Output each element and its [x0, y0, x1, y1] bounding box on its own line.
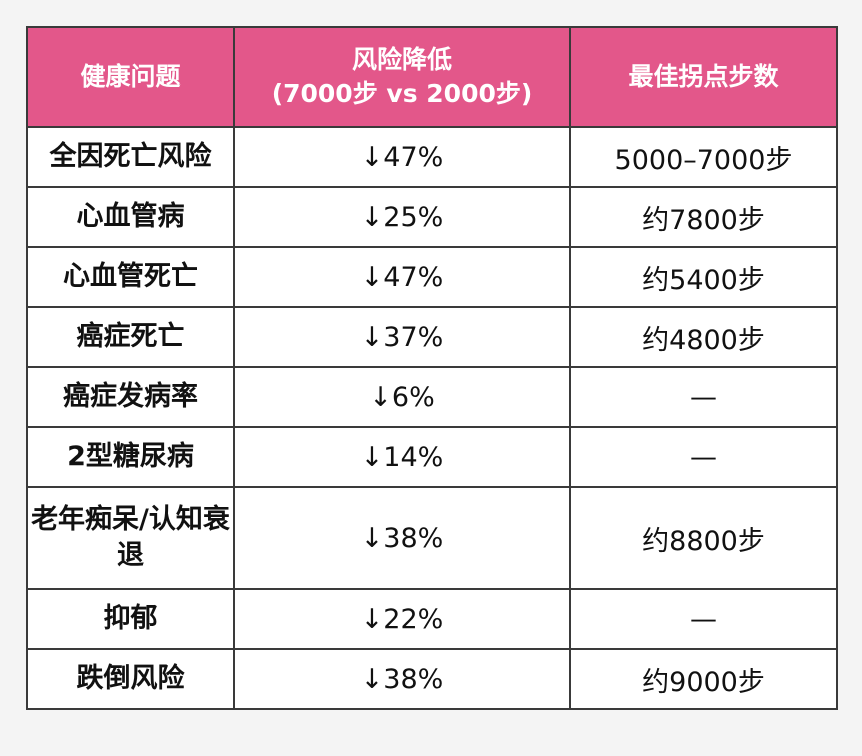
- cell-steps: 约7800步: [569, 186, 838, 248]
- header-row: 健康问题 风险降低 (7000步 vs 2000步) 最佳拐点步数: [26, 26, 838, 128]
- cell-issue: 跌倒风险: [26, 648, 235, 710]
- cell-issue: 全因死亡风险: [26, 126, 235, 188]
- cell-issue: 2型糖尿病: [26, 426, 235, 488]
- cell-steps: 约9000步: [569, 648, 838, 710]
- table-row: 癌症死亡 ↓37% 约4800步: [26, 306, 838, 368]
- header-health-issue: 健康问题: [26, 26, 235, 128]
- cell-steps: 约8800步: [569, 486, 838, 590]
- header-risk-line2: (7000步 vs 2000步): [271, 79, 533, 108]
- cell-risk: ↓14%: [233, 426, 571, 488]
- cell-risk: ↓47%: [233, 246, 571, 308]
- cell-risk: ↓47%: [233, 126, 571, 188]
- cell-steps: 5000–7000步: [569, 126, 838, 188]
- cell-risk: ↓6%: [233, 366, 571, 428]
- cell-risk: ↓22%: [233, 588, 571, 650]
- cell-issue: 抑郁: [26, 588, 235, 650]
- cell-issue: 癌症死亡: [26, 306, 235, 368]
- cell-issue: 心血管病: [26, 186, 235, 248]
- cell-risk: ↓25%: [233, 186, 571, 248]
- table-row: 2型糖尿病 ↓14% —: [26, 426, 838, 488]
- table-row: 癌症发病率 ↓6% —: [26, 366, 838, 428]
- table-row: 老年痴呆/认知衰退 ↓38% 约8800步: [26, 486, 838, 590]
- table-row: 全因死亡风险 ↓47% 5000–7000步: [26, 126, 838, 188]
- table-row: 跌倒风险 ↓38% 约9000步: [26, 648, 838, 710]
- cell-steps: 约5400步: [569, 246, 838, 308]
- header-risk-line1: 风险降低: [351, 45, 452, 74]
- health-steps-table: 健康问题 风险降低 (7000步 vs 2000步) 最佳拐点步数 全因死亡风险…: [26, 26, 838, 710]
- header-optimal-steps: 最佳拐点步数: [569, 26, 838, 128]
- cell-risk: ↓38%: [233, 648, 571, 710]
- cell-steps: —: [569, 366, 838, 428]
- cell-issue: 癌症发病率: [26, 366, 235, 428]
- cell-steps: —: [569, 588, 838, 650]
- table-row: 抑郁 ↓22% —: [26, 588, 838, 650]
- header-risk-reduction: 风险降低 (7000步 vs 2000步): [233, 26, 571, 128]
- cell-issue: 老年痴呆/认知衰退: [26, 486, 235, 590]
- cell-risk: ↓38%: [233, 486, 571, 590]
- cell-steps: 约4800步: [569, 306, 838, 368]
- cell-issue: 心血管死亡: [26, 246, 235, 308]
- cell-steps: —: [569, 426, 838, 488]
- table-row: 心血管死亡 ↓47% 约5400步: [26, 246, 838, 308]
- table-row: 心血管病 ↓25% 约7800步: [26, 186, 838, 248]
- cell-risk: ↓37%: [233, 306, 571, 368]
